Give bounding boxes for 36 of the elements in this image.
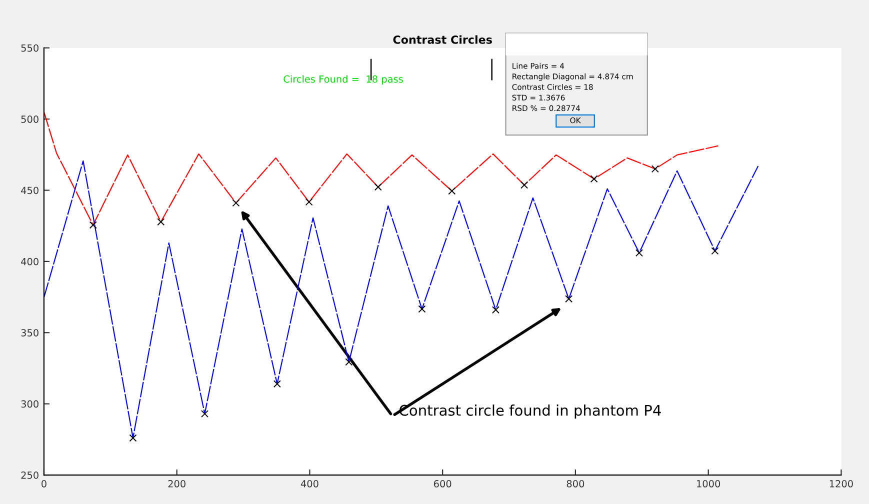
point xyxy=(374,183,382,191)
x-tick-label: 0 xyxy=(42,480,46,488)
point xyxy=(711,247,719,255)
x-tick-label: 600 xyxy=(434,480,452,488)
annotation: Circles Found = 18 pass xyxy=(284,75,403,85)
x-tick-label: 800 xyxy=(566,480,584,488)
point xyxy=(448,187,456,195)
point xyxy=(345,358,353,366)
line-series xyxy=(44,160,759,439)
point xyxy=(157,218,165,226)
x-tick-label: 1000 xyxy=(697,480,720,488)
point xyxy=(305,198,313,206)
chart-title: Contrast Circles xyxy=(393,35,492,44)
point xyxy=(201,410,208,418)
point xyxy=(520,181,528,189)
point xyxy=(232,199,240,207)
y-tick-label: 500 xyxy=(21,116,38,123)
y-tick-label: 450 xyxy=(21,186,38,194)
point xyxy=(89,221,97,229)
point xyxy=(635,249,643,257)
y-tick-label: 250 xyxy=(21,472,38,479)
line-series xyxy=(44,111,719,226)
y-tick-label: 300 xyxy=(21,400,38,408)
y-tick-label: 350 xyxy=(21,329,38,336)
y-tick-label: 400 xyxy=(21,258,38,266)
point xyxy=(651,165,659,173)
point xyxy=(418,305,426,313)
x-tick-label: 1200 xyxy=(830,480,853,488)
point xyxy=(129,434,137,442)
point xyxy=(492,306,500,314)
y-tick-label: 550 xyxy=(21,44,38,52)
x-tick-label: 400 xyxy=(300,480,318,488)
point xyxy=(565,295,573,303)
point xyxy=(590,175,598,183)
point xyxy=(273,380,281,388)
x-tick-label: 200 xyxy=(168,480,186,488)
